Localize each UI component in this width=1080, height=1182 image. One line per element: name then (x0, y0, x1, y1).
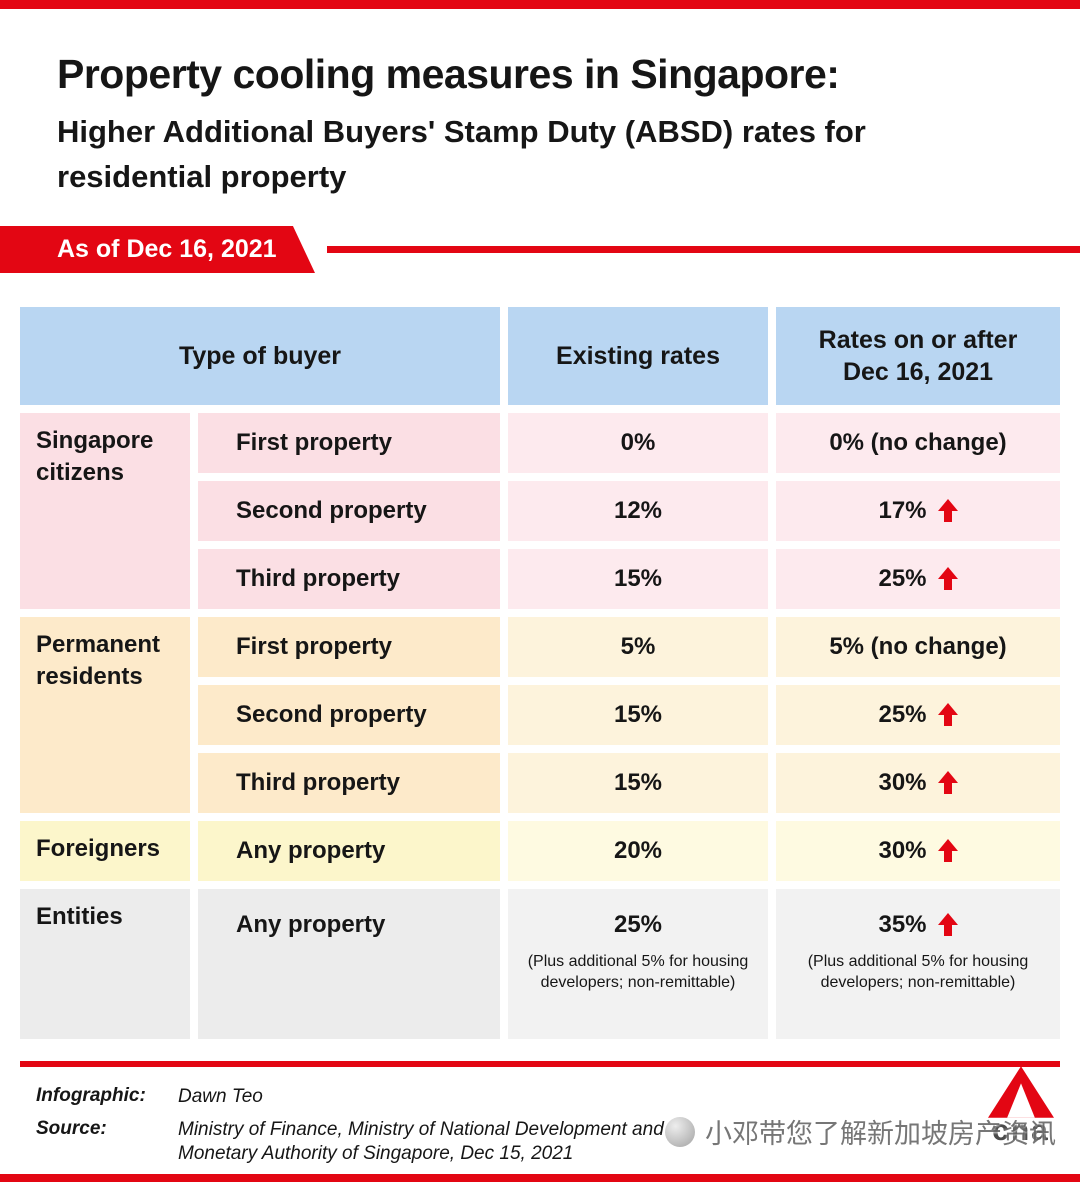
buyer-label-foreigners: Foreigners (20, 821, 190, 882)
property-cell: Third property (198, 549, 500, 610)
watermark-text: 小邓带您了解新加坡房产资讯 (705, 1119, 1056, 1149)
buyer-label-singapore-citizens: Singapore citizens (20, 413, 190, 610)
new-rate-value: 25% (878, 701, 927, 729)
new-rate-cell: 0% (no change) (776, 413, 1060, 474)
header: Property cooling measures in Singapore: … (0, 9, 1080, 200)
cna-logo: cna (978, 1066, 1064, 1148)
property-cell: First property (198, 413, 500, 474)
increase-arrow-icon (937, 499, 958, 523)
col-header-type-of-buyer: Type of buyer (20, 307, 500, 406)
cna-logo-mark-icon (988, 1066, 1054, 1118)
new-rate-value: 25% (878, 565, 927, 593)
increase-arrow-icon (937, 913, 958, 937)
watermark: 小邓带您了解新加坡房产资讯 (665, 1112, 1056, 1151)
increase-arrow-icon (937, 771, 958, 795)
infographic-label: Infographic: (36, 1085, 146, 1107)
source-text: Ministry of Finance, Ministry of Nationa… (178, 1119, 664, 1165)
page-subtitle: Higher Additional Buyers' Stamp Duty (AB… (57, 114, 866, 195)
property-cell: Second property (198, 685, 500, 746)
existing-rate-cell: 0% (508, 413, 768, 474)
property-cell: Second property (198, 481, 500, 542)
new-rate-cell: 30% (776, 821, 1060, 882)
new-rate-cell: 5% (no change) (776, 617, 1060, 678)
date-badge: As of Dec 16, 2021 (0, 226, 315, 274)
existing-rate-cell: 5% (508, 617, 768, 678)
increase-arrow-icon (937, 703, 958, 727)
absd-rates-table: Type of buyer Existing rates Rates on or… (20, 307, 1060, 1040)
new-rate-cell: 35% (Plus additional 5% for housing deve… (776, 889, 1060, 1040)
increase-arrow-icon (937, 567, 958, 591)
date-ribbon-row: As of Dec 16, 2021 (0, 226, 1080, 274)
existing-rate-cell: 20% (508, 821, 768, 882)
new-rate-cell: 25% (776, 549, 1060, 610)
existing-rate-cell: 25% (Plus additional 5% for housing deve… (508, 889, 768, 1040)
property-cell: Third property (198, 753, 500, 814)
existing-rate-cell: 15% (508, 753, 768, 814)
date-badge-label: As of Dec 16, 2021 (57, 235, 277, 264)
new-rate-value: 35% (878, 911, 927, 939)
infographic-credit: Dawn Teo (178, 1086, 263, 1108)
existing-rate-value: 25% (613, 911, 663, 939)
property-cell: Any property (198, 821, 500, 882)
cna-wordmark: cna (992, 1114, 1050, 1147)
property-cell: Any property (198, 889, 500, 1040)
new-rate-value: 17% (878, 497, 927, 525)
ribbon-accent-line (327, 246, 1080, 254)
top-accent-bar (0, 0, 1080, 9)
existing-rate-cell: 15% (508, 685, 768, 746)
footer-divider-line (20, 1061, 1060, 1068)
buyer-label-entities: Entities (20, 889, 190, 1040)
col-header-existing-rates: Existing rates (508, 307, 768, 406)
property-cell: First property (198, 617, 500, 678)
new-rate-cell: 30% (776, 753, 1060, 814)
new-rate-value: 30% (878, 769, 927, 797)
existing-rate-cell: 12% (508, 481, 768, 542)
footer-credits: Infographic: Dawn Teo Source: Ministry o… (36, 1085, 1080, 1166)
page-title: Property cooling measures in Singapore: (57, 51, 840, 97)
new-rate-value: 30% (878, 837, 927, 865)
watermark-emoji-icon (665, 1116, 695, 1147)
bottom-accent-bar (0, 1174, 1080, 1182)
new-rate-cell: 17% (776, 481, 1060, 542)
new-rate-cell: 25% (776, 685, 1060, 746)
existing-rate-note: (Plus additional 5% for housing develope… (527, 953, 749, 992)
increase-arrow-icon (937, 839, 958, 863)
col-header-new-rates: Rates on or after Dec 16, 2021 (776, 307, 1060, 406)
existing-rate-cell: 15% (508, 549, 768, 610)
new-rate-note: (Plus additional 5% for housing develope… (807, 953, 1029, 992)
buyer-label-permanent-residents: Permanent residents (20, 617, 190, 814)
source-label: Source: (36, 1118, 107, 1140)
